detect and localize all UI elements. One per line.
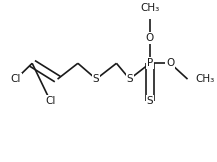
- Text: Cl: Cl: [45, 96, 56, 106]
- Text: S: S: [126, 74, 133, 84]
- Text: Cl: Cl: [11, 74, 21, 84]
- Text: S: S: [147, 96, 153, 106]
- Text: CH₃: CH₃: [196, 74, 215, 84]
- Text: S: S: [93, 74, 99, 84]
- Text: CH₃: CH₃: [140, 3, 159, 13]
- Text: O: O: [146, 33, 154, 43]
- Text: O: O: [166, 58, 174, 68]
- Text: P: P: [147, 58, 153, 68]
